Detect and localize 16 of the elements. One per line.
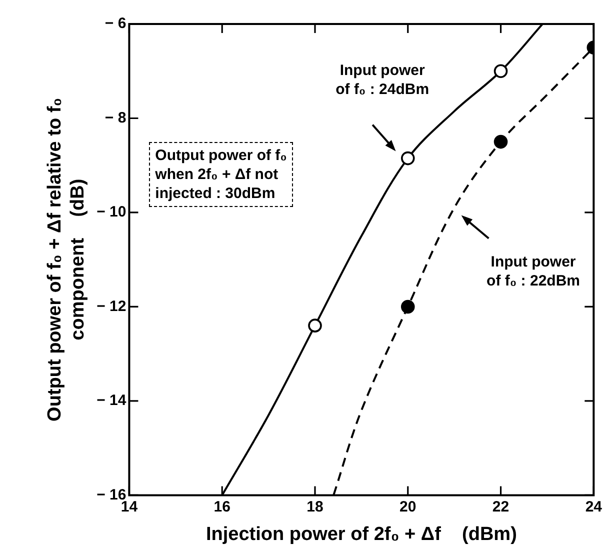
x-tick-label: 20 — [400, 498, 416, 516]
annotation: Input power of f₀ : 22dBm — [486, 254, 580, 290]
annotation: Output power of f₀ when 2f₀ + Δf not injected : 30dBm — [149, 142, 293, 207]
y-tick-label: − 6 — [104, 15, 126, 32]
x-tick-label: 14 — [120, 498, 138, 516]
annotation: Input power of f₀ : 24dBm — [336, 62, 430, 98]
x-tick-label: 24 — [585, 498, 603, 516]
y-tick-label: − 10 — [96, 204, 126, 221]
y-tick-label: − 14 — [96, 392, 127, 410]
y-tick-label: − 8 — [104, 109, 126, 126]
x-tick-label: 18 — [306, 498, 324, 516]
y-axis-title: Output power of f₀ + Δf relative to f₀ component (dB) — [44, 98, 88, 422]
x-tick-label: 16 — [214, 498, 230, 516]
x-axis-title: Injection power of 2f₀ + Δf (dBm) — [206, 524, 517, 545]
x-tick-label: 22 — [492, 498, 510, 516]
y-tick-label: − 12 — [96, 298, 126, 315]
